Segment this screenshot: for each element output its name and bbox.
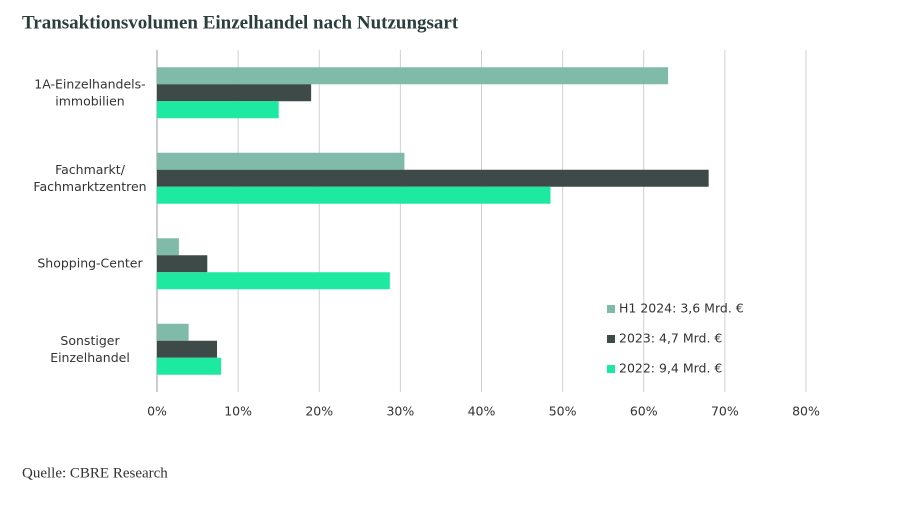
bar	[157, 323, 189, 341]
bar	[157, 255, 208, 273]
y-tick-label: Sonstiger Einzelhandel	[50, 332, 130, 364]
legend-marker	[607, 335, 615, 343]
x-tick-label: 70%	[711, 404, 739, 419]
x-tick-label: 0%	[147, 404, 167, 419]
x-tick-label: 80%	[792, 404, 820, 419]
bar	[157, 272, 390, 290]
bar	[157, 340, 218, 358]
bar	[157, 101, 279, 119]
x-tick-label: 20%	[305, 404, 333, 419]
bar	[157, 238, 179, 256]
legend-marker	[607, 365, 615, 373]
chart-title: Transaktionsvolumen Einzelhandel nach Nu…	[22, 12, 459, 33]
source-note: Quelle: CBRE Research	[22, 465, 168, 481]
bar	[157, 357, 222, 375]
bar	[157, 186, 551, 204]
bar	[157, 152, 405, 170]
legend-label: H1 2024: 3,6 Mrd. €	[619, 301, 744, 316]
x-tick-label: 60%	[630, 404, 658, 419]
bar	[157, 67, 669, 85]
x-tick-label: 10%	[224, 404, 252, 419]
x-tick-label: 40%	[468, 404, 496, 419]
y-tick-label: Shopping-Center	[37, 255, 143, 270]
bar	[157, 84, 312, 102]
x-tick-label: 50%	[549, 404, 577, 419]
legend-label: 2023: 4,7 Mrd. €	[619, 331, 722, 346]
y-tick-label: Fachmarkt/Fachmarktzentren	[33, 161, 146, 193]
x-tick-label: 30%	[386, 404, 414, 419]
bar	[157, 169, 709, 187]
legend-marker	[607, 305, 615, 313]
legend-label: 2022: 9,4 Mrd. €	[619, 361, 722, 376]
y-tick-label: 1A-Einzelhandels-immobilien	[34, 76, 145, 108]
